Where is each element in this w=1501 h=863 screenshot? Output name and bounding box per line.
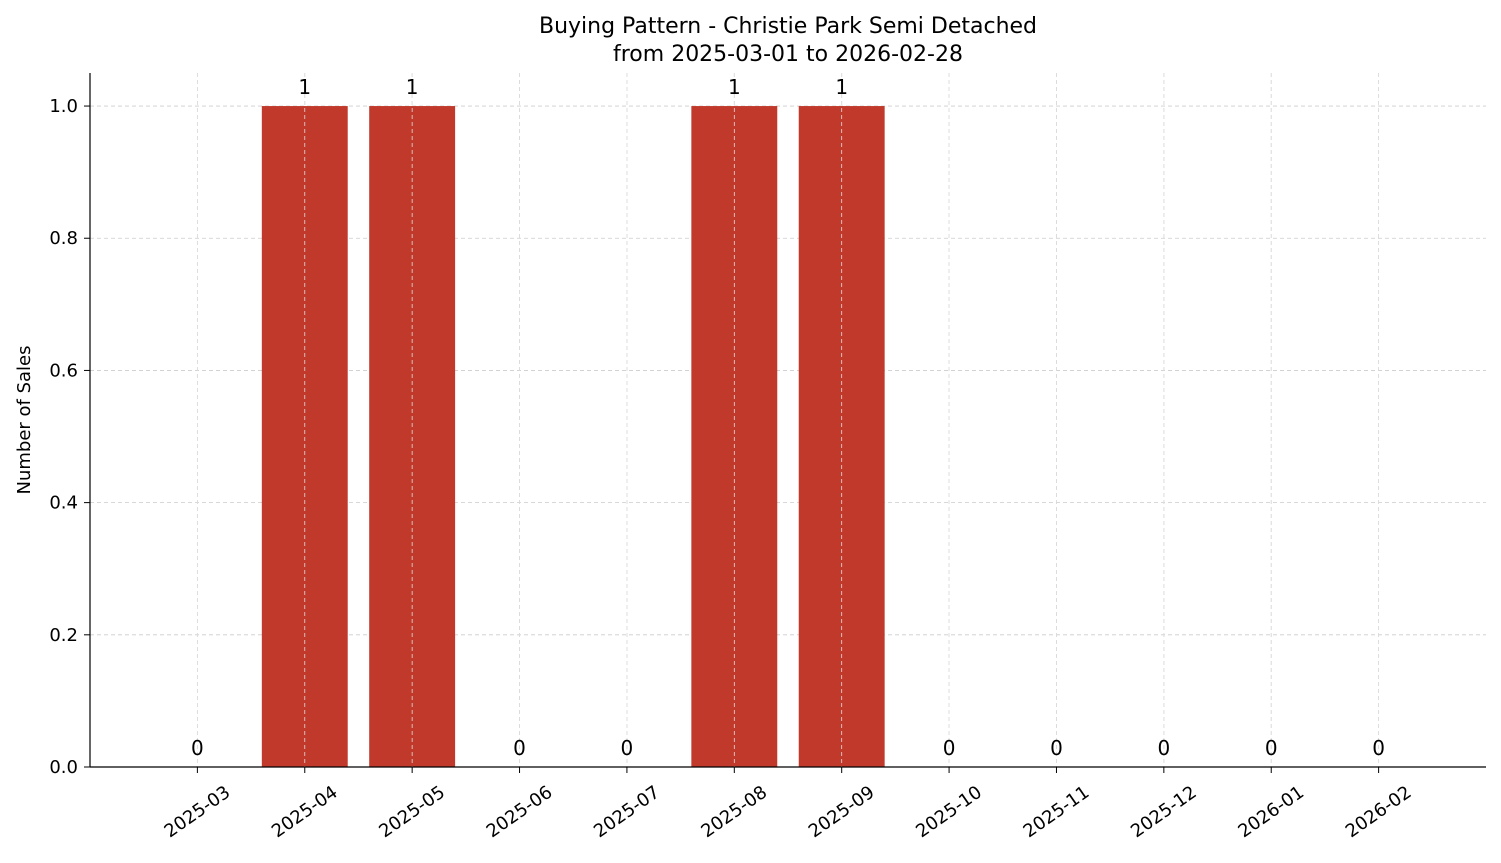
x-tick-label: 2025-12 bbox=[1127, 782, 1201, 842]
x-tick-label: 2026-01 bbox=[1234, 782, 1308, 842]
x-tick-label: 2025-09 bbox=[805, 782, 879, 842]
bar bbox=[261, 106, 348, 768]
y-tick-label: 1.0 bbox=[49, 96, 78, 117]
bar bbox=[798, 106, 885, 768]
data-label: 0 bbox=[1265, 736, 1278, 760]
data-label: 1 bbox=[728, 75, 741, 99]
y-tick-label: 0.6 bbox=[49, 360, 78, 381]
data-labels: 0 1 1 0 0 1 1 0 0 0 0 0 bbox=[191, 75, 1385, 760]
data-label: 0 bbox=[1050, 736, 1063, 760]
y-tick-label: 0.2 bbox=[49, 625, 78, 646]
y-tick-label: 0.0 bbox=[49, 757, 78, 778]
data-label: 0 bbox=[1157, 736, 1170, 760]
data-label: 1 bbox=[406, 75, 419, 99]
x-tick-label: 2025-11 bbox=[1020, 782, 1094, 842]
data-label: 0 bbox=[513, 736, 526, 760]
bar bbox=[691, 106, 778, 768]
bars bbox=[196, 73, 1380, 768]
data-label: 1 bbox=[835, 75, 848, 99]
y-tick-label: 0.8 bbox=[49, 228, 78, 249]
data-label: 0 bbox=[621, 736, 634, 760]
x-tick-label: 2025-07 bbox=[590, 782, 664, 842]
x-tick-label: 2025-05 bbox=[375, 782, 449, 842]
data-label: 0 bbox=[1372, 736, 1385, 760]
x-tick-label: 2025-10 bbox=[912, 782, 986, 842]
chart-subtitle: from 2025-03-01 to 2026-02-28 bbox=[613, 42, 963, 67]
chart-title: Buying Pattern - Christie Park Semi Deta… bbox=[539, 14, 1037, 39]
x-tick-label: 2025-04 bbox=[268, 782, 342, 842]
y-axis-label: Number of Sales bbox=[14, 345, 35, 494]
bar bbox=[369, 106, 456, 768]
x-tick-label: 2026-02 bbox=[1342, 782, 1416, 842]
x-tick-label: 2025-03 bbox=[161, 782, 235, 842]
y-tick-label: 0.4 bbox=[49, 493, 78, 514]
data-label: 1 bbox=[298, 75, 311, 99]
data-label: 0 bbox=[191, 736, 204, 760]
x-tick-label: 2025-08 bbox=[697, 782, 771, 842]
x-tick-label: 2025-06 bbox=[483, 782, 557, 842]
data-label: 0 bbox=[943, 736, 956, 760]
